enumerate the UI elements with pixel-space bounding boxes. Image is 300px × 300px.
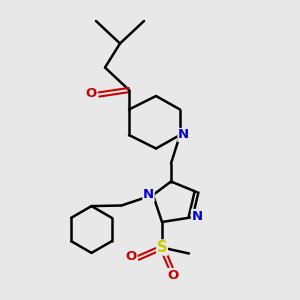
Text: O: O [167,268,178,282]
Text: N: N [191,209,203,223]
Text: O: O [85,86,96,100]
Text: S: S [157,240,167,255]
Text: N: N [178,128,189,142]
Text: N: N [143,188,154,202]
Text: O: O [126,250,137,263]
